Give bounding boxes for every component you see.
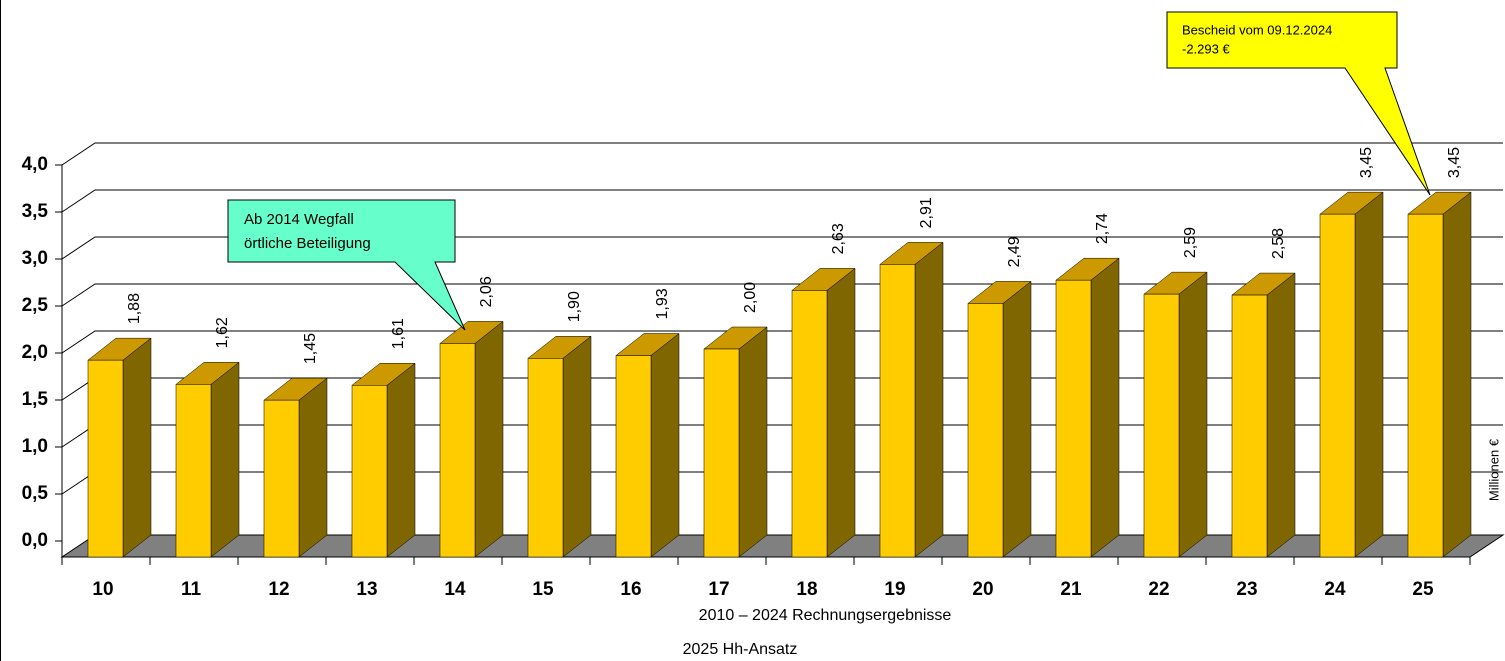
value-label: 2,49: [1006, 236, 1023, 267]
bar: [967, 303, 1004, 558]
callout-text: Ab 2014 Wegfall: [244, 211, 354, 228]
value-label: 3,45: [1446, 147, 1463, 178]
bar: [615, 355, 652, 558]
callout-box: [227, 199, 466, 331]
bar: [1407, 213, 1444, 558]
x-tick-label: 18: [796, 579, 817, 600]
value-label: 1,90: [566, 291, 583, 322]
callout-text: -2.293 €: [1182, 41, 1230, 56]
bar: [527, 358, 564, 558]
bar: [87, 359, 124, 558]
x-tick-label: 22: [1148, 579, 1169, 600]
x-tick-label: 20: [972, 579, 993, 600]
bar: [439, 343, 476, 558]
value-label: 2,58: [1270, 228, 1287, 259]
x-tick-label: 17: [708, 579, 729, 600]
value-label: 2,63: [830, 223, 847, 254]
bar: [703, 348, 740, 558]
bar-side: [562, 335, 592, 558]
bar: [1055, 279, 1092, 558]
bar-side: [650, 332, 680, 558]
bar-side: [122, 337, 152, 558]
x-tick-label: 16: [620, 579, 641, 600]
x-tick-label: 11: [181, 579, 202, 600]
bar-side: [386, 362, 416, 558]
x-tick-label: 15: [532, 579, 554, 600]
y-tick-label: 2,5: [22, 295, 49, 316]
value-label: 1,93: [654, 288, 671, 319]
callout-text: Bescheid vom 09.12.2024: [1182, 22, 1332, 37]
callout-text: örtliche Beteiligung: [244, 235, 371, 252]
grid-line: [61, 189, 1503, 213]
x-tick-label: 10: [92, 579, 113, 600]
value-label: 1,88: [126, 293, 143, 324]
y-axis-label: Millionen €: [1486, 438, 1501, 501]
bar-side: [298, 377, 328, 558]
bar-side: [474, 320, 504, 558]
bar-side: [1002, 280, 1032, 558]
bar: [351, 385, 388, 558]
y-tick-label: 1,5: [22, 389, 49, 410]
value-label: 2,00: [742, 282, 759, 313]
bar: [1231, 294, 1268, 558]
grid-line: [61, 330, 1503, 354]
grid-line: [61, 236, 1503, 260]
value-label: 1,61: [390, 318, 407, 349]
bar: [879, 264, 916, 558]
y-tick-label: 4,0: [22, 154, 48, 175]
x-tick-label: 21: [1060, 579, 1082, 600]
grid-line: [61, 283, 1503, 307]
plot-area: 0,0 0,5 1,0 1,5 2,0 2,5 3,0 3,5 4,0 10 11 12 13 14 15 1…: [22, 142, 1505, 600]
bar-side: [1354, 191, 1384, 558]
y-tick-label: 3,5: [22, 201, 49, 222]
bar-side: [1178, 271, 1208, 558]
footnote: 2025 Hh-Ansatz: [683, 641, 798, 658]
x-tick-label: 19: [884, 579, 905, 600]
x-tick-label: 12: [268, 579, 289, 600]
value-label: 2,59: [1182, 227, 1199, 258]
bar-side: [1266, 272, 1296, 558]
bar-side: [1090, 257, 1120, 558]
x-tick-label: 24: [1324, 579, 1346, 600]
value-label: 2,74: [1094, 213, 1111, 244]
bar: [791, 290, 828, 558]
bar-side: [738, 326, 768, 558]
value-label: 2,06: [478, 276, 495, 307]
x-tick-label: 25: [1412, 579, 1434, 600]
bar: [175, 384, 212, 558]
value-label: 2,91: [918, 197, 935, 228]
x-tick-label: 13: [356, 579, 377, 600]
bar-side: [826, 267, 856, 558]
y-tick-label: 0,0: [22, 530, 48, 551]
callout-box: [1166, 11, 1431, 196]
y-tick-label: 2,0: [22, 342, 48, 363]
y-tick-label: 1,0: [22, 436, 48, 457]
y-tick-label: 3,0: [22, 248, 48, 269]
y-tick-label: 0,5: [22, 483, 49, 504]
footnote: 2010 – 2024 Rechnungsergebnisse: [699, 607, 952, 624]
value-label: 1,45: [302, 333, 319, 364]
bar: [1319, 213, 1356, 558]
grid-line: [61, 142, 1503, 166]
value-label: 3,45: [1358, 147, 1375, 178]
bar-side: [914, 241, 944, 558]
value-label: 1,62: [214, 317, 231, 348]
x-tick-label: 14: [444, 579, 466, 600]
bar: [1143, 293, 1180, 558]
bar-side: [1442, 191, 1472, 558]
bar: [263, 399, 300, 558]
x-tick-label: 23: [1236, 579, 1257, 600]
bar-side: [210, 361, 240, 558]
